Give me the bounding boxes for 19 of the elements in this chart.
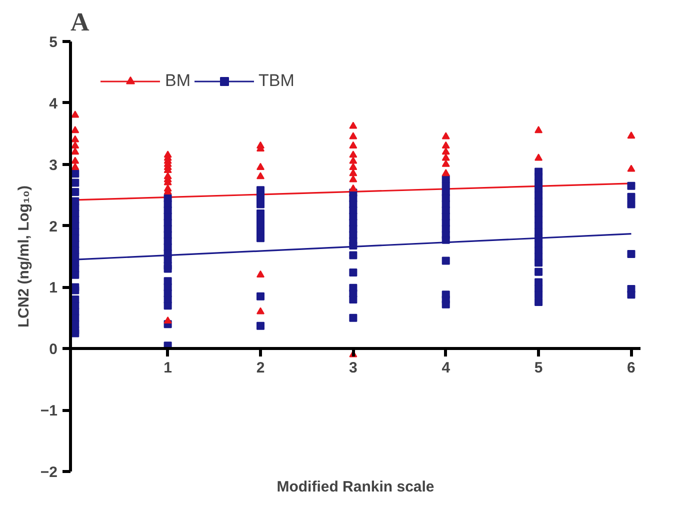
y-axis-title: LCN2 (ng/ml, Log₁₀) <box>15 185 32 328</box>
y-tick-label: 2 <box>49 218 58 236</box>
y-tick-label: 3 <box>49 156 58 174</box>
y-tick-label: −1 <box>40 402 58 420</box>
y-tick-label: −2 <box>40 464 58 481</box>
chart-title: A <box>70 8 90 36</box>
x-tick-label: 4 <box>442 360 451 377</box>
x-axis-title: Modified Rankin scale <box>276 478 434 496</box>
y-tick-label: 5 <box>49 34 58 51</box>
x-tick-label: 5 <box>534 360 543 377</box>
y-tick-label: 1 <box>49 280 58 297</box>
x-tick-label: 3 <box>349 360 358 377</box>
x-tick-label: 2 <box>256 360 265 377</box>
y-tick-label: 4 <box>49 95 58 112</box>
y-tick-label: 0 <box>49 341 58 358</box>
legend-label: BM <box>165 71 190 91</box>
legend-label: TBM <box>258 71 294 91</box>
x-tick-label: 6 <box>627 360 636 377</box>
x-tick-label: 1 <box>164 360 172 377</box>
